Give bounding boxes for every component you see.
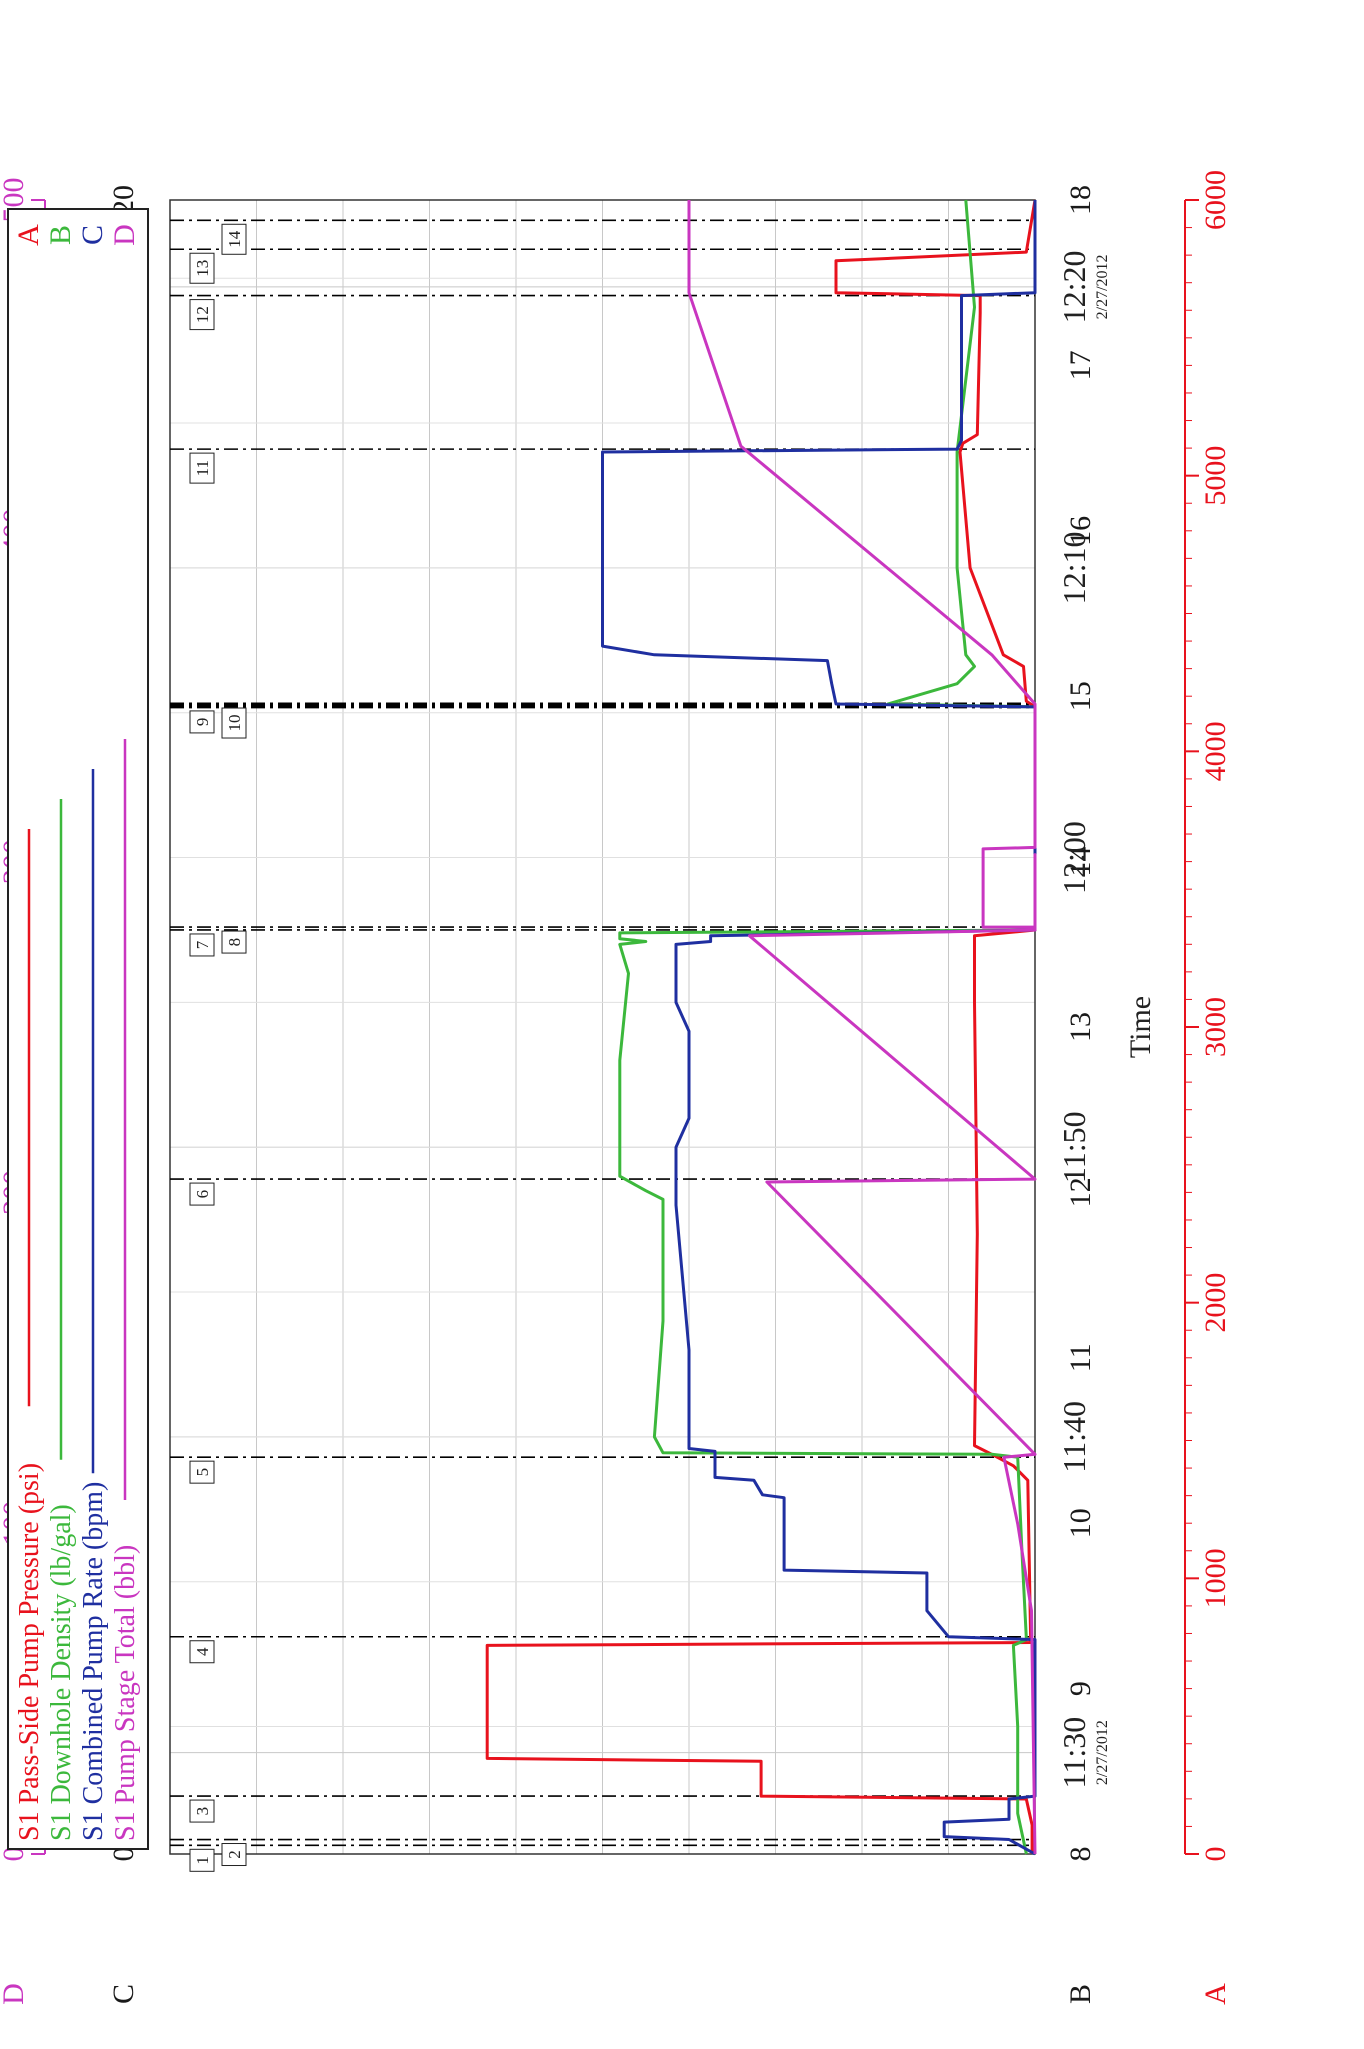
axis-b-tick-label: 16 <box>1064 516 1097 546</box>
axis-b-tick-label: 14 <box>1064 847 1097 877</box>
stage-box-8 <box>221 930 247 954</box>
legend-box <box>7 208 149 1850</box>
x-tick-label: 12:20 <box>1056 250 1092 323</box>
axis-b-tick-label: 9 <box>1064 1681 1097 1696</box>
axis-b-tick-label: 17 <box>1064 350 1097 380</box>
axis-d-letter: D <box>0 1983 30 2005</box>
series-line-d <box>687 200 1037 1855</box>
stage-box-11 <box>189 452 215 484</box>
stage-box-3 <box>189 1799 215 1823</box>
axis-b-tick-label: 12 <box>1064 1177 1097 1207</box>
axis-layer: 0100020003000400050006000A89101112131415… <box>0 170 1232 2005</box>
series-layer <box>485 199 1037 1856</box>
stage-label-5: 5 <box>193 1468 212 1477</box>
stage-box-6 <box>189 1182 215 1206</box>
axis-a-tick-label: 6000 <box>1199 170 1232 230</box>
series-line-c <box>601 200 1037 1856</box>
x-tick-date: 2/27/2012 <box>1094 1720 1111 1785</box>
series-line-a <box>485 199 1037 1854</box>
stage-box-13 <box>189 252 215 284</box>
stage-box-5 <box>189 1460 215 1484</box>
axis-a-tick-label: 1000 <box>1199 1548 1232 1608</box>
axis-a-letter: A <box>1199 1983 1232 2005</box>
legend-layer: S1 Pass-Side Pump Pressure (psi) A S1 Down… <box>7 208 149 1850</box>
axis-a-tick-label: 3000 <box>1199 997 1232 1057</box>
axis-a-tick-label: 5000 <box>1199 446 1232 506</box>
legend-letter-a: A <box>12 224 45 246</box>
stage-box-2 <box>221 1843 247 1867</box>
x-axis-label: Time <box>1124 996 1157 1058</box>
stage-box-7 <box>189 933 215 957</box>
legend-text-a: S1 Pass-Side Pump Pressure (psi) <box>14 1463 45 1841</box>
stage-label-13: 13 <box>193 260 212 277</box>
stage-label-2: 2 <box>225 1850 244 1859</box>
stage-label-1: 1 <box>193 1856 212 1865</box>
axis-a-tick-label: 2000 <box>1199 1273 1232 1333</box>
stage-label-6: 6 <box>193 1190 212 1199</box>
axis-c-tick-label: 0 <box>107 1847 140 1862</box>
legend-text-b: S1 Downhole Density (lb/gal) <box>46 1504 77 1841</box>
axis-b-tick-label: 10 <box>1064 1508 1097 1538</box>
series-line-b <box>618 199 1037 1855</box>
stage-label-11: 11 <box>193 460 212 476</box>
axis-a-tick-label: 4000 <box>1199 721 1232 781</box>
plot-frame-layer <box>169 199 1036 1855</box>
stage-box-14 <box>221 223 247 255</box>
stage-label-10: 10 <box>225 715 244 732</box>
stage-box-12 <box>189 299 215 331</box>
axis-a-tick-label: 0 <box>1199 1847 1232 1862</box>
legend-letter-c: C <box>76 225 109 245</box>
stage-label-4: 4 <box>193 1647 212 1656</box>
axis-b-letter: B <box>1064 1984 1097 2004</box>
plot-frame <box>169 199 1036 1855</box>
legend-letter-b: B <box>44 225 77 245</box>
axis-c-letter: C <box>107 1984 140 2004</box>
stage-label-3: 3 <box>193 1807 212 1816</box>
legend-text-d: S1 Pump Stage Total (bbl) <box>110 1545 141 1841</box>
x-tick-label: 12:00 <box>1056 821 1092 894</box>
x-tick-date: 2/27/2012 <box>1094 254 1111 319</box>
x-tick-label: 11:40 <box>1056 1401 1092 1473</box>
stage-label-9: 9 <box>193 718 212 727</box>
x-tick-label: 11:50 <box>1056 1111 1092 1183</box>
x-tick-label: 11:30 <box>1056 1717 1092 1789</box>
axis-d-tick-label: 0 <box>0 1847 30 1862</box>
legend-text-c: S1 Combined Pump Rate (bpm) <box>78 1482 109 1841</box>
stage-label-12: 12 <box>193 306 212 323</box>
axis-b-tick-label: 11 <box>1064 1343 1097 1372</box>
axis-b-tick-label: 18 <box>1064 185 1097 215</box>
stage-label-7: 7 <box>193 940 212 949</box>
axis-b-tick-label: 8 <box>1064 1847 1097 1862</box>
stage-label-14: 14 <box>225 230 244 248</box>
stage-box-10 <box>221 707 247 739</box>
stage-box-1 <box>189 1848 215 1872</box>
axis-b-tick-label: 13 <box>1064 1012 1097 1042</box>
axis-b-tick-label: 15 <box>1064 681 1097 711</box>
x-tick-label: 12:10 <box>1056 531 1092 604</box>
stage-label-8: 8 <box>225 938 244 947</box>
stage-box-9 <box>189 710 215 734</box>
stage-box-4 <box>189 1640 215 1664</box>
legend-letter-d: D <box>108 224 141 246</box>
